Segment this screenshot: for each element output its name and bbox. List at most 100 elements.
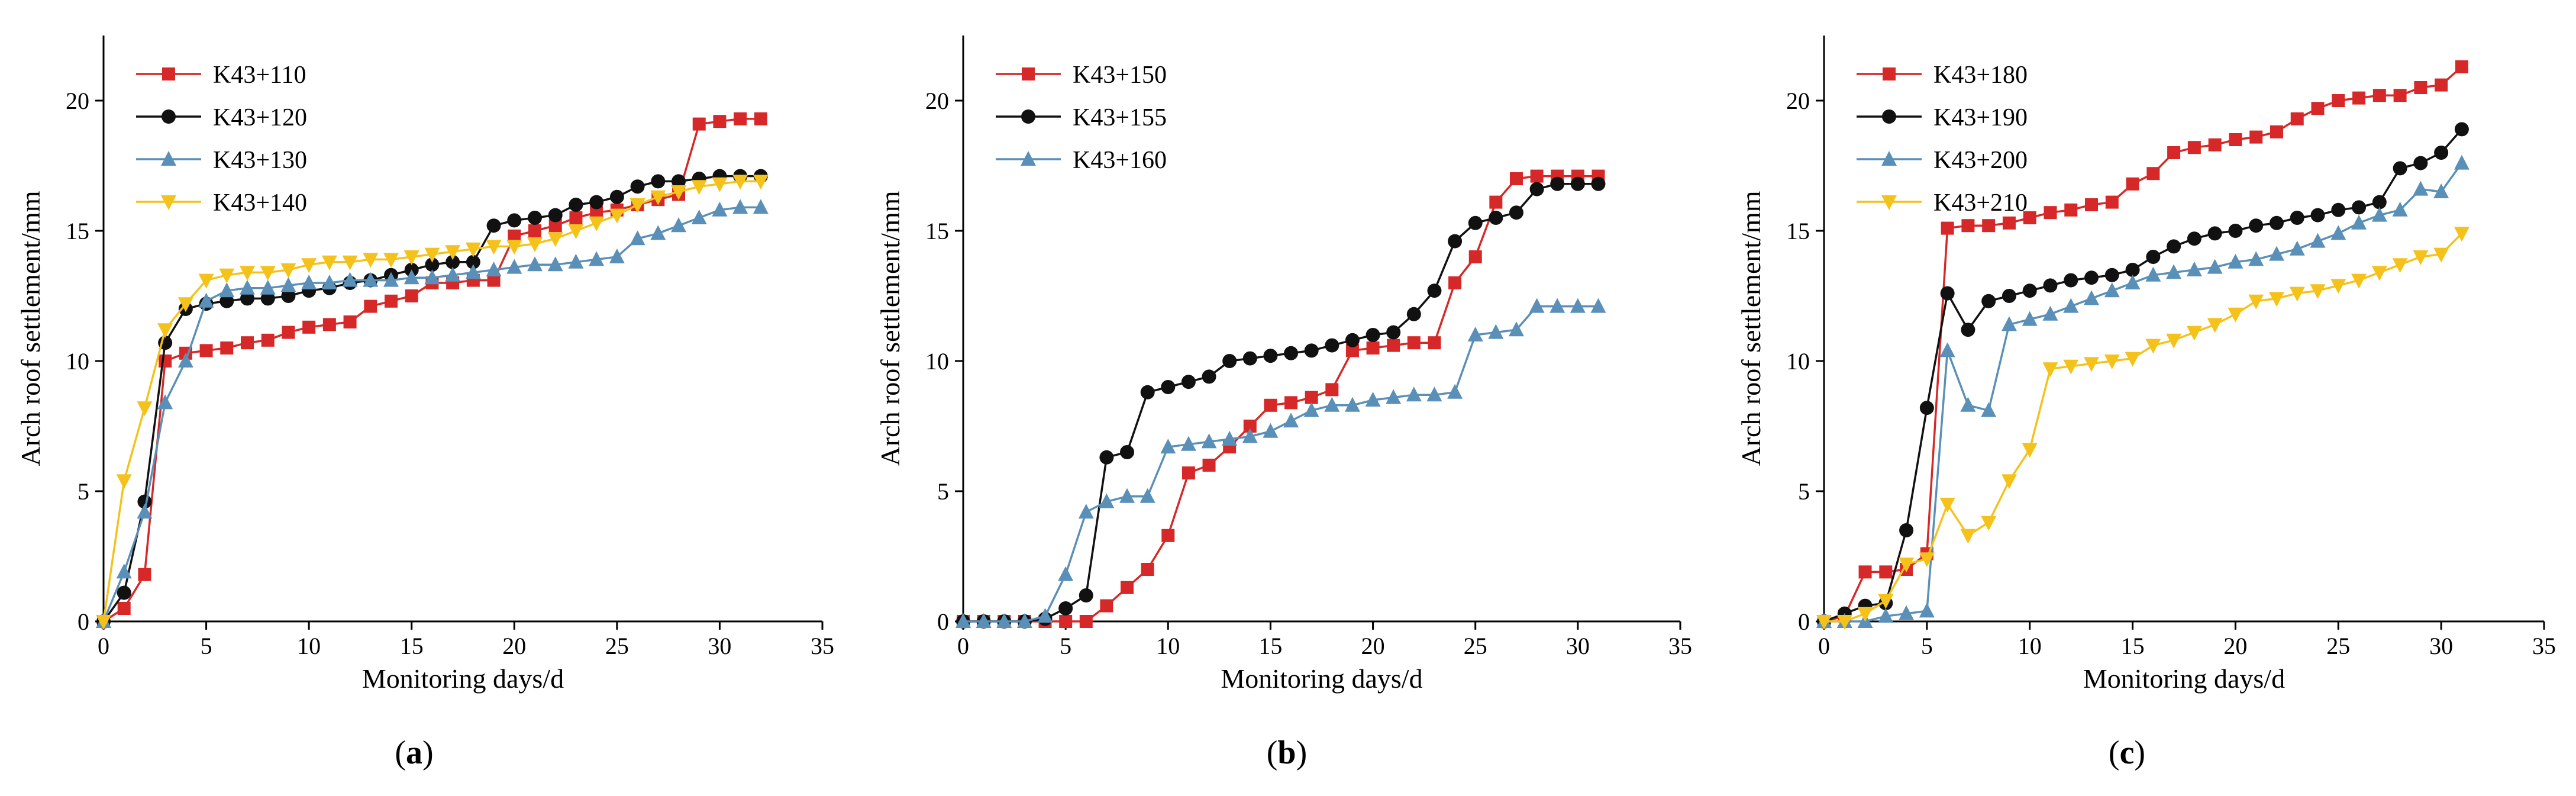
data-point [1590,298,1606,313]
y-tick-label: 0 [1798,608,1810,635]
series-line [963,183,1599,623]
data-point [712,177,728,192]
data-point [732,175,748,190]
data-point [1264,398,1277,412]
data-point [671,217,686,233]
data-point [96,615,111,630]
data-point [385,294,398,308]
data-point [1858,565,1872,579]
y-tick-label: 5 [78,478,89,505]
data-point [1509,205,1523,220]
x-axis-title: Monitoring days/d [1221,663,1422,694]
data-point [157,323,173,339]
series-K43+150 [957,169,1605,628]
data-point [1529,298,1545,313]
data-point [1570,176,1585,191]
data-point [1961,219,1975,233]
data-point [1939,498,1955,513]
data-point [487,273,501,287]
data-point [2187,231,2201,246]
x-tick-label: 5 [1921,633,1933,659]
data-point [321,275,337,289]
data-point [445,245,461,260]
data-point [2249,130,2263,144]
data-point [1406,386,1422,402]
legend-label: K43+160 [1073,147,1167,174]
data-point [1365,392,1381,407]
y-tick-label: 0 [78,608,89,635]
legend-label: K43+200 [1933,147,2028,174]
x-tick-label: 20 [2223,633,2247,659]
data-point [2166,333,2182,349]
data-point [1857,607,1873,622]
data-point [506,259,522,274]
x-tick-label: 15 [1258,633,1282,659]
data-point [1305,391,1318,404]
series-K43+155 [956,176,1606,629]
data-point [1201,433,1217,449]
data-point [1878,608,1894,623]
panel-label: (b) [1267,734,1307,771]
data-point [1345,333,1360,347]
data-point [2105,195,2119,209]
data-point [1202,369,1216,384]
data-point [2207,226,2222,241]
data-point [2455,60,2468,73]
data-point [1303,402,1319,417]
data-point [2166,264,2182,279]
data-point [342,272,358,287]
data-point [2084,290,2100,305]
series-line [1823,128,2463,623]
data-point [2146,167,2160,181]
y-tick-label: 10 [66,348,89,375]
series-K43+200 [1816,154,2470,628]
data-point [1386,389,1402,404]
data-point [280,263,296,278]
data-point [2352,91,2366,105]
data-point [507,213,522,228]
data-point [2330,279,2346,294]
data-point [630,179,645,194]
data-point [672,174,686,189]
y-tick-label: 0 [937,608,949,635]
data-point [2104,282,2120,298]
data-point [1919,401,1934,415]
data-point [2084,357,2100,372]
data-point [589,251,605,266]
y-axis-title: Arch roof settlement/mm [875,191,905,466]
data-point [281,289,296,303]
data-point [1878,594,1894,609]
data-point [1079,615,1093,628]
data-point [2044,206,2057,220]
data-point [528,211,542,225]
legend-marker [1881,151,1897,166]
series-K43+160 [955,298,1606,628]
data-point [1242,428,1258,443]
data-point [2372,89,2386,102]
data-point [1447,384,1463,399]
y-tick-label: 20 [925,88,949,114]
data-point [630,198,645,213]
data-point [1099,493,1115,508]
data-point [2125,352,2141,367]
data-point [2392,201,2408,217]
data-point [383,253,399,268]
data-point [1324,397,1340,412]
data-point [446,254,460,269]
data-point [2434,146,2449,160]
data-point [2042,305,2058,321]
data-point [1202,459,1216,472]
data-point [671,185,686,200]
data-point [1407,336,1421,350]
data-point [1387,339,1400,352]
data-point [2064,203,2078,217]
x-tick-label: 35 [2532,633,2556,659]
data-point [1489,195,1503,209]
data-point [157,394,173,410]
data-point [568,224,584,239]
data-point [1181,375,1196,389]
x-tick-label: 30 [708,633,731,659]
legend-label: K43+150 [1073,62,1167,89]
data-point [424,247,440,263]
data-point [1058,566,1074,581]
